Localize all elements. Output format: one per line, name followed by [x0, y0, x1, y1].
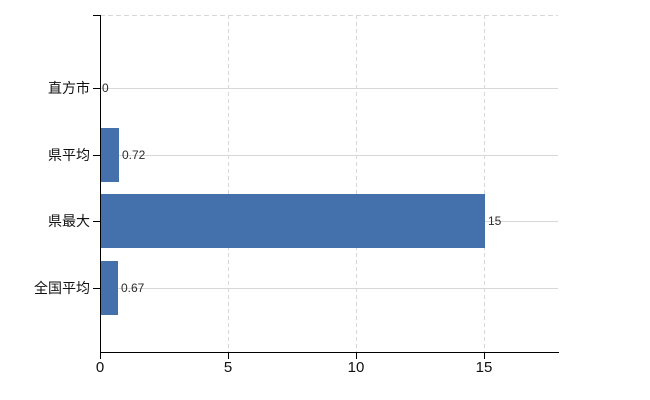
category-label: 全国平均	[34, 280, 90, 296]
horizontal-gridline	[100, 288, 558, 289]
category-label: 県最大	[48, 213, 90, 229]
x-tick-label: 0	[95, 359, 105, 376]
x-axis-tick	[100, 353, 101, 359]
bar[interactable]	[101, 261, 118, 315]
x-axis-line	[100, 352, 559, 353]
x-tick-label: 15	[475, 359, 493, 376]
plot-top-border	[100, 15, 558, 16]
x-axis-tick	[484, 353, 485, 359]
vertical-gridline	[228, 15, 229, 352]
y-axis-tick	[93, 221, 100, 222]
value-label: 0.67	[121, 281, 145, 295]
y-axis-tick	[93, 155, 100, 156]
horizontal-gridline	[100, 155, 558, 156]
value-label: 0.72	[122, 148, 146, 162]
y-axis-tick	[93, 88, 100, 89]
y-axis-line	[100, 15, 101, 353]
y-axis-top-tick	[93, 15, 100, 16]
x-tick-label: 5	[223, 359, 233, 376]
x-axis-tick	[228, 353, 229, 359]
vertical-gridline	[356, 15, 357, 352]
value-label: 0	[102, 81, 109, 95]
bar[interactable]	[101, 194, 485, 248]
x-tick-label: 10	[347, 359, 365, 376]
vertical-gridline	[484, 15, 485, 352]
y-axis-tick	[93, 288, 100, 289]
category-label: 県平均	[48, 147, 90, 163]
horizontal-gridline	[100, 88, 558, 89]
value-label: 15	[488, 214, 502, 228]
bar[interactable]	[101, 128, 119, 182]
x-axis-tick	[356, 353, 357, 359]
category-label: 直方市	[48, 80, 90, 96]
